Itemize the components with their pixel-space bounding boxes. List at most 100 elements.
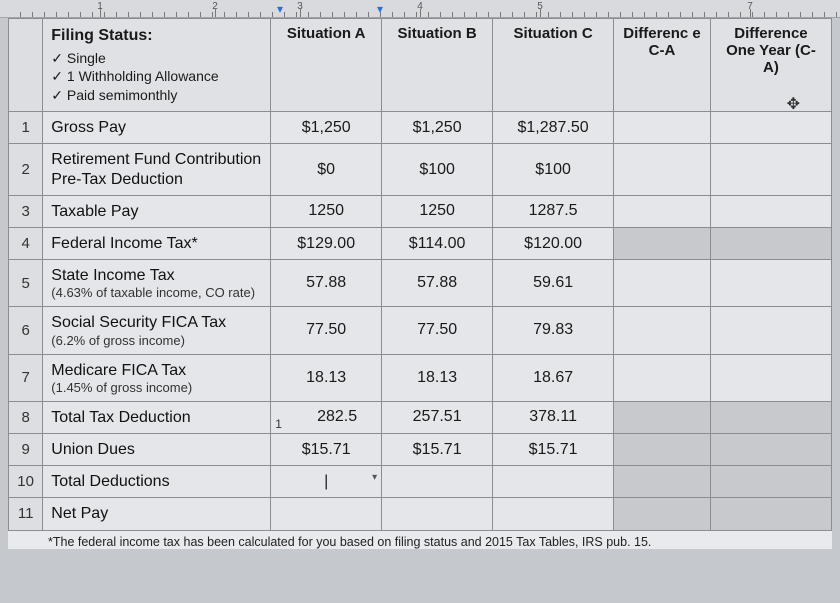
- table-body: 1Gross Pay$1,250$1,250$1,287.502Retireme…: [9, 112, 832, 530]
- value-cell[interactable]: 77.50: [382, 307, 493, 354]
- value-cell[interactable]: [493, 498, 614, 530]
- value-cell[interactable]: $1,287.50: [493, 112, 614, 144]
- value-cell[interactable]: [710, 354, 831, 401]
- value-cell[interactable]: $1,250: [271, 112, 382, 144]
- value-cell[interactable]: |▾: [271, 466, 382, 498]
- row-number: 7: [9, 354, 43, 401]
- table-row: 4 Federal Income Tax* $129.00$114.00$120.0…: [9, 228, 832, 260]
- value-cell[interactable]: [614, 144, 711, 195]
- row-sublabel: (1.45% of gross income): [51, 380, 262, 395]
- value-cell[interactable]: [614, 260, 711, 307]
- row-number: 11: [9, 498, 43, 530]
- col-difference-ca: Differenc e C-A: [614, 19, 711, 112]
- value-cell[interactable]: 1250: [271, 195, 382, 227]
- value-cell[interactable]: [614, 433, 711, 465]
- table-row: 9Union Dues$15.71$15.71$15.71: [9, 433, 832, 465]
- filing-check-allowance: ✓ 1 Withholding Allowance: [51, 67, 262, 86]
- value-cell[interactable]: 79.83: [493, 307, 614, 354]
- value-cell[interactable]: [382, 466, 493, 498]
- value-cell[interactable]: [614, 354, 711, 401]
- value-cell[interactable]: [614, 307, 711, 354]
- value-cell[interactable]: $120.00: [493, 228, 614, 260]
- value-cell[interactable]: 18.13: [382, 354, 493, 401]
- value-cell[interactable]: 77.50: [271, 307, 382, 354]
- value-cell[interactable]: $100: [382, 144, 493, 195]
- value-cell[interactable]: 57.88: [382, 260, 493, 307]
- value-cell[interactable]: 18.67: [493, 354, 614, 401]
- value-cell[interactable]: [614, 401, 711, 433]
- value-cell[interactable]: [614, 112, 711, 144]
- row-label: Union Dues: [51, 440, 262, 459]
- value-cell[interactable]: [710, 260, 831, 307]
- value-cell[interactable]: $1,250: [382, 112, 493, 144]
- ruler-marker-icon: ▾: [277, 2, 283, 16]
- value-cell[interactable]: [382, 498, 493, 530]
- row-label-cell: Union Dues: [43, 433, 271, 465]
- row-number: 5: [9, 260, 43, 307]
- row-label: Federal Income Tax*: [51, 234, 262, 253]
- filing-check-semimonthly: ✓ Paid semimonthly: [51, 86, 262, 105]
- header-row: Filing Status: ✓ Single ✓ 1 Withholding …: [9, 19, 832, 112]
- value-cell[interactable]: [271, 498, 382, 530]
- value-cell[interactable]: [614, 195, 711, 227]
- filing-check-single: ✓ Single: [51, 49, 262, 68]
- cell-annotation: 1: [275, 417, 282, 431]
- filing-status-header: Filing Status: ✓ Single ✓ 1 Withholding …: [43, 19, 271, 112]
- row-label-cell: Gross Pay: [43, 112, 271, 144]
- value-cell[interactable]: [493, 466, 614, 498]
- value-cell[interactable]: [710, 144, 831, 195]
- table-row: 6Social Security FICA Tax(6.2% of gross …: [9, 307, 832, 354]
- value-cell[interactable]: [710, 307, 831, 354]
- value-cell[interactable]: 59.61: [493, 260, 614, 307]
- row-label-cell: Total Tax Deduction: [43, 401, 271, 433]
- ruler-marker-icon: ▾: [377, 2, 383, 16]
- pay-table: Filing Status: ✓ Single ✓ 1 Withholding …: [8, 18, 832, 531]
- row-number: 4: [9, 228, 43, 260]
- row-label-cell: State Income Tax(4.63% of taxable income…: [43, 260, 271, 307]
- row-label-cell: Medicare FICA Tax(1.45% of gross income): [43, 354, 271, 401]
- value-cell[interactable]: $114.00: [382, 228, 493, 260]
- value-cell[interactable]: [710, 498, 831, 530]
- value-cell[interactable]: [614, 228, 711, 260]
- value-cell[interactable]: [710, 195, 831, 227]
- value-cell[interactable]: 1287.5: [493, 195, 614, 227]
- value-cell[interactable]: 282.51: [271, 401, 382, 433]
- col-situation-b: Situation B: [382, 19, 493, 112]
- row-number: 3: [9, 195, 43, 227]
- value-cell[interactable]: $0: [271, 144, 382, 195]
- value-cell[interactable]: 1250: [382, 195, 493, 227]
- row-label: Retirement Fund Contribution Pre-Tax Ded…: [51, 150, 262, 188]
- value-cell[interactable]: 57.88: [271, 260, 382, 307]
- dropdown-arrow-icon[interactable]: ▾: [372, 472, 377, 483]
- value-cell[interactable]: 257.51: [382, 401, 493, 433]
- value-cell[interactable]: [710, 401, 831, 433]
- row-label-cell: Retirement Fund Contribution Pre-Tax Ded…: [43, 144, 271, 195]
- value-cell[interactable]: 378.11: [493, 401, 614, 433]
- value-cell[interactable]: [710, 112, 831, 144]
- row-number: 1: [9, 112, 43, 144]
- col-situation-c: Situation C: [493, 19, 614, 112]
- value-cell[interactable]: $129.00: [271, 228, 382, 260]
- row-label: Total Deductions: [51, 472, 262, 491]
- table-row: 5State Income Tax(4.63% of taxable incom…: [9, 260, 832, 307]
- ruler: 123457▾▾: [0, 0, 840, 18]
- row-label: Gross Pay: [51, 118, 262, 137]
- row-label: State Income Tax: [51, 266, 262, 285]
- row-label-cell: Federal Income Tax*: [43, 228, 271, 260]
- value-cell[interactable]: [614, 498, 711, 530]
- value-cell[interactable]: [614, 466, 711, 498]
- value-cell[interactable]: $15.71: [382, 433, 493, 465]
- row-label-cell: Social Security FICA Tax(6.2% of gross i…: [43, 307, 271, 354]
- filing-status-title: Filing Status:: [51, 25, 262, 47]
- value-cell[interactable]: [710, 466, 831, 498]
- value-cell[interactable]: $15.71: [271, 433, 382, 465]
- value-cell[interactable]: $100: [493, 144, 614, 195]
- value-cell[interactable]: [710, 433, 831, 465]
- value-cell[interactable]: $15.71: [493, 433, 614, 465]
- row-label: Social Security FICA Tax: [51, 313, 262, 332]
- value-cell[interactable]: 18.13: [271, 354, 382, 401]
- table-row: 8Total Tax Deduction282.51257.51378.11: [9, 401, 832, 433]
- table-row: 2Retirement Fund Contribution Pre-Tax De…: [9, 144, 832, 195]
- value-cell[interactable]: [710, 228, 831, 260]
- row-label: Medicare FICA Tax: [51, 361, 262, 380]
